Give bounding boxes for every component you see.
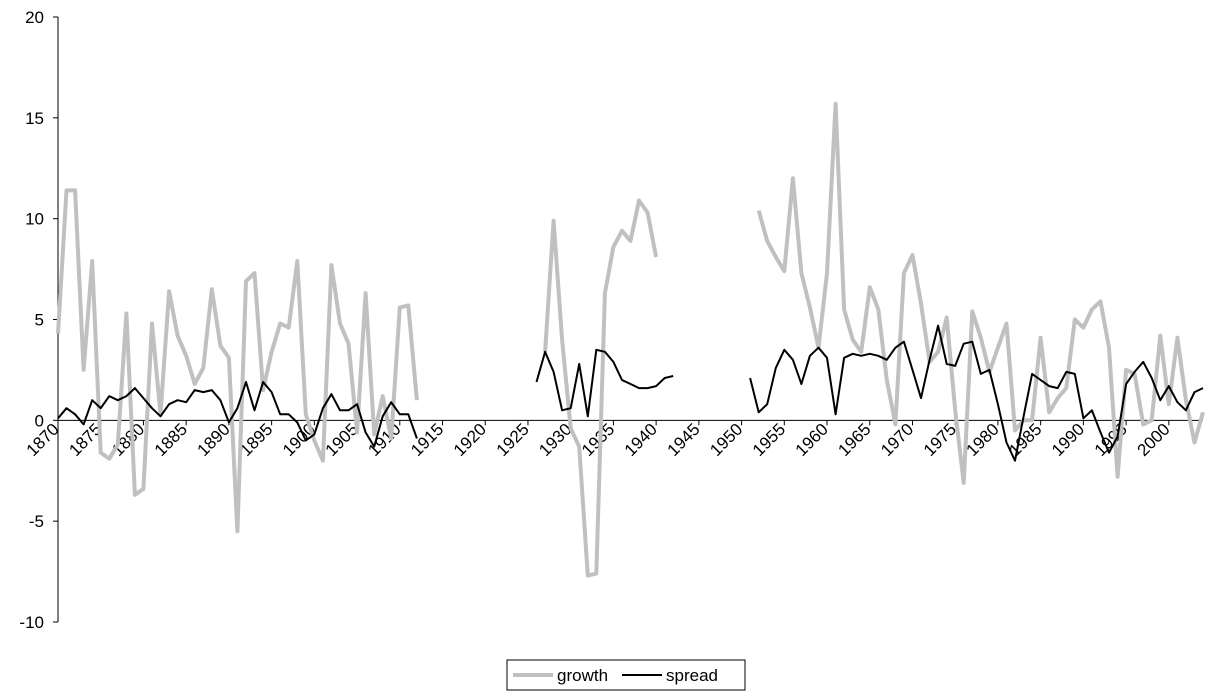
x-tick-label: 2000 (1133, 420, 1173, 460)
x-tick-label: 1955 (749, 420, 789, 460)
legend-label: spread (666, 666, 718, 685)
legend: growth spread (506, 659, 746, 691)
line-growth (56, 101, 1205, 578)
x-tick-label: 1885 (151, 420, 191, 460)
y-tick-label: 0 (35, 411, 44, 430)
x-tick-label: 1870 (23, 420, 63, 460)
x-tick-label: 1970 (877, 420, 917, 460)
x-tick-label: 1920 (450, 420, 490, 460)
x-tick-label: 1950 (706, 420, 746, 460)
legend-label: growth (557, 666, 608, 685)
x-tick-label: 1995 (1091, 420, 1131, 460)
x-tick-label: 1890 (194, 420, 234, 460)
x-tick-label: 1960 (792, 420, 832, 460)
y-tick-label: -5 (29, 512, 44, 531)
y-tick-label: -10 (19, 613, 44, 632)
x-tick-label: 1990 (1048, 420, 1088, 460)
x-tick-label: 1925 (493, 420, 533, 460)
x-tick-label: 1980 (963, 420, 1003, 460)
line-spread (57, 324, 1204, 462)
y-tick-label: 5 (35, 311, 44, 330)
x-tick-label: 1965 (834, 420, 874, 460)
y-tick-label: 10 (25, 210, 44, 229)
y-tick-label: 15 (25, 109, 44, 128)
y-tick-label: 20 (25, 8, 44, 27)
x-tick-label: 1945 (664, 420, 704, 460)
x-tick-label: 1975 (920, 420, 960, 460)
x-tick-label: 1940 (621, 420, 661, 460)
